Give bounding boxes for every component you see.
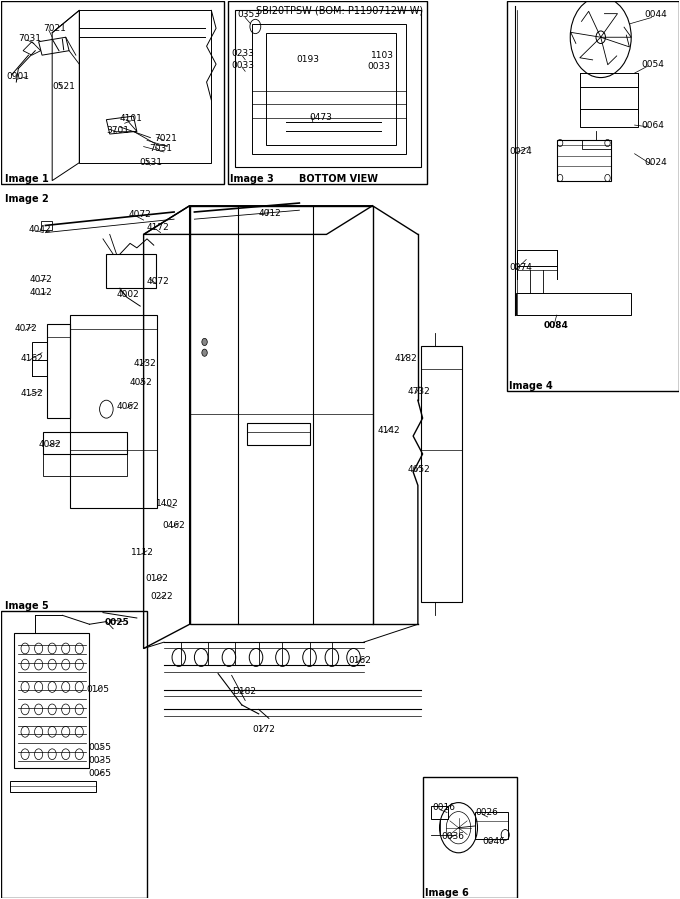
Text: 0102: 0102 bbox=[145, 574, 168, 583]
Text: 4652: 4652 bbox=[408, 465, 430, 474]
Bar bbox=[1, 2, 224, 184]
Circle shape bbox=[202, 338, 207, 345]
Circle shape bbox=[596, 31, 605, 43]
Text: 0462: 0462 bbox=[163, 521, 186, 530]
Text: Image 5: Image 5 bbox=[5, 601, 48, 610]
Text: BOTTOM VIEW: BOTTOM VIEW bbox=[299, 174, 378, 184]
Text: 4732: 4732 bbox=[408, 387, 430, 396]
Text: 4052: 4052 bbox=[130, 378, 153, 387]
Text: 0233: 0233 bbox=[232, 49, 254, 58]
Text: Image 3: Image 3 bbox=[230, 174, 273, 184]
Text: 0105: 0105 bbox=[86, 685, 109, 694]
Text: 7031: 7031 bbox=[18, 33, 41, 42]
Text: 0036: 0036 bbox=[441, 832, 464, 841]
Text: Image 1: Image 1 bbox=[5, 174, 48, 184]
Text: 1112: 1112 bbox=[131, 548, 154, 557]
Text: D182: D182 bbox=[232, 687, 256, 696]
Text: 0046: 0046 bbox=[482, 837, 505, 846]
Text: 4082: 4082 bbox=[39, 440, 61, 449]
Text: 0033: 0033 bbox=[232, 60, 254, 69]
Text: 0033: 0033 bbox=[367, 62, 390, 71]
Text: 0035: 0035 bbox=[88, 756, 111, 765]
Text: 4072: 4072 bbox=[30, 275, 52, 284]
Text: 0172: 0172 bbox=[252, 725, 275, 734]
Text: 0065: 0065 bbox=[88, 769, 111, 778]
Text: 0025: 0025 bbox=[104, 618, 129, 627]
Text: 0162: 0162 bbox=[348, 655, 371, 664]
Text: 0064: 0064 bbox=[641, 120, 664, 129]
Text: 7031: 7031 bbox=[149, 144, 172, 153]
Text: 4142: 4142 bbox=[377, 426, 400, 435]
Text: 4062: 4062 bbox=[116, 402, 139, 411]
Text: 0054: 0054 bbox=[641, 59, 664, 68]
Text: 4042: 4042 bbox=[29, 225, 51, 234]
Circle shape bbox=[202, 349, 207, 356]
Bar bbox=[41, 221, 52, 230]
Text: Image 6: Image 6 bbox=[424, 887, 469, 897]
Text: 4072: 4072 bbox=[129, 210, 152, 219]
Bar bbox=[265, 32, 396, 145]
Text: 4152: 4152 bbox=[20, 388, 43, 397]
Text: SBI20TPSW (BOM: P1190712W W): SBI20TPSW (BOM: P1190712W W) bbox=[256, 6, 424, 16]
Text: 1103: 1103 bbox=[371, 50, 394, 59]
Text: 0016: 0016 bbox=[432, 804, 456, 813]
Text: 4002: 4002 bbox=[116, 290, 139, 299]
Text: 4012: 4012 bbox=[30, 289, 52, 298]
Text: 0521: 0521 bbox=[52, 82, 75, 91]
Text: 0084: 0084 bbox=[543, 321, 568, 330]
Text: 4072: 4072 bbox=[15, 324, 37, 333]
Text: 0074: 0074 bbox=[509, 263, 532, 272]
Text: 0044: 0044 bbox=[645, 10, 668, 20]
Text: 4182: 4182 bbox=[394, 354, 417, 363]
Bar bbox=[1, 610, 147, 897]
Text: 1402: 1402 bbox=[156, 499, 179, 508]
Bar bbox=[252, 23, 407, 154]
Text: 3701: 3701 bbox=[106, 126, 129, 135]
Bar bbox=[235, 11, 422, 167]
Text: 4162: 4162 bbox=[20, 353, 43, 362]
Text: 0353: 0353 bbox=[237, 10, 260, 20]
Text: 0222: 0222 bbox=[150, 592, 173, 601]
Text: 4012: 4012 bbox=[258, 209, 282, 218]
Text: Image 2: Image 2 bbox=[5, 194, 48, 204]
Bar bbox=[507, 2, 679, 391]
Text: Image 4: Image 4 bbox=[509, 381, 553, 391]
Text: 7021: 7021 bbox=[44, 23, 66, 32]
Text: 0901: 0901 bbox=[7, 72, 30, 81]
Text: 4101: 4101 bbox=[120, 114, 143, 123]
Text: 0024: 0024 bbox=[509, 147, 532, 156]
Text: 0026: 0026 bbox=[475, 808, 498, 817]
Text: 0055: 0055 bbox=[88, 743, 111, 752]
Text: 0473: 0473 bbox=[309, 113, 333, 122]
Text: 4132: 4132 bbox=[133, 359, 156, 368]
Bar bbox=[423, 777, 517, 897]
Text: 0024: 0024 bbox=[645, 158, 668, 167]
Text: 4072: 4072 bbox=[147, 278, 170, 287]
Text: 0531: 0531 bbox=[139, 158, 163, 167]
Text: 7021: 7021 bbox=[154, 134, 177, 143]
Bar bbox=[228, 2, 426, 184]
Text: 4172: 4172 bbox=[147, 223, 170, 232]
Text: 0193: 0193 bbox=[296, 55, 319, 64]
